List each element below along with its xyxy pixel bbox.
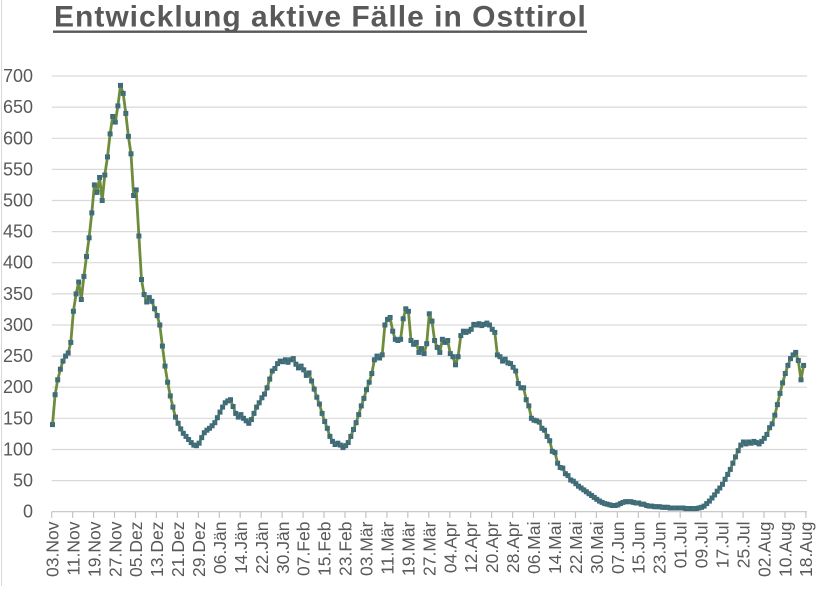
svg-text:350: 350 bbox=[3, 284, 33, 304]
svg-text:15.Feb: 15.Feb bbox=[315, 522, 335, 576]
svg-text:03.Nov: 03.Nov bbox=[43, 521, 63, 577]
svg-text:27.Nov: 27.Nov bbox=[105, 521, 125, 577]
svg-text:100: 100 bbox=[3, 440, 33, 460]
svg-text:28.Apr: 28.Apr bbox=[503, 521, 523, 573]
svg-text:15.Jun: 15.Jun bbox=[629, 522, 649, 575]
svg-text:650: 650 bbox=[3, 97, 33, 117]
svg-text:250: 250 bbox=[3, 346, 33, 366]
svg-text:50: 50 bbox=[13, 471, 33, 491]
svg-text:04.Apr: 04.Apr bbox=[440, 521, 460, 573]
svg-text:02.Aug: 02.Aug bbox=[754, 522, 774, 577]
svg-text:22.Mai: 22.Mai bbox=[566, 522, 586, 575]
svg-text:29.Dez: 29.Dez bbox=[189, 522, 209, 577]
svg-text:14.Jän: 14.Jän bbox=[231, 522, 251, 575]
svg-text:14.Mai: 14.Mai bbox=[545, 522, 565, 575]
svg-text:17.Jul: 17.Jul bbox=[713, 522, 733, 569]
svg-text:300: 300 bbox=[3, 315, 33, 335]
svg-text:30.Mai: 30.Mai bbox=[587, 522, 607, 575]
svg-text:27.Mär: 27.Mär bbox=[419, 521, 439, 576]
svg-text:01.Jul: 01.Jul bbox=[671, 522, 691, 569]
svg-text:06.Jän: 06.Jän bbox=[210, 522, 230, 575]
svg-text:22.Jän: 22.Jän bbox=[252, 522, 272, 575]
svg-text:19.Nov: 19.Nov bbox=[84, 521, 104, 577]
svg-text:12.Apr: 12.Apr bbox=[461, 521, 481, 573]
svg-text:20.Apr: 20.Apr bbox=[482, 521, 502, 573]
svg-text:10.Aug: 10.Aug bbox=[775, 522, 795, 577]
svg-text:23.Feb: 23.Feb bbox=[336, 522, 356, 576]
svg-text:30.Jän: 30.Jän bbox=[273, 522, 293, 575]
svg-text:05.Dez: 05.Dez bbox=[126, 522, 146, 577]
svg-text:07.Feb: 07.Feb bbox=[294, 522, 314, 576]
svg-text:200: 200 bbox=[3, 377, 33, 397]
svg-text:600: 600 bbox=[3, 128, 33, 148]
svg-text:150: 150 bbox=[3, 408, 33, 428]
svg-text:450: 450 bbox=[3, 222, 33, 242]
svg-text:18.Aug: 18.Aug bbox=[796, 522, 816, 577]
svg-text:11.Mär: 11.Mär bbox=[378, 521, 398, 574]
svg-text:11.Nov: 11.Nov bbox=[63, 521, 83, 575]
svg-text:03.Mär: 03.Mär bbox=[357, 521, 377, 576]
svg-text:06.Mai: 06.Mai bbox=[524, 522, 544, 575]
svg-text:13.Dez: 13.Dez bbox=[147, 522, 167, 577]
svg-text:Entwicklung aktive Fälle in Os: Entwicklung aktive Fälle in Osttirol bbox=[54, 1, 587, 34]
svg-text:09.Jul: 09.Jul bbox=[692, 522, 712, 569]
svg-text:500: 500 bbox=[3, 191, 33, 211]
svg-text:21.Dez: 21.Dez bbox=[168, 522, 188, 577]
svg-text:19.Mär: 19.Mär bbox=[398, 521, 418, 576]
svg-text:550: 550 bbox=[3, 159, 33, 179]
svg-text:0: 0 bbox=[23, 502, 33, 522]
svg-text:23.Jun: 23.Jun bbox=[650, 522, 670, 575]
svg-text:07.Jun: 07.Jun bbox=[608, 522, 628, 575]
svg-text:25.Jul: 25.Jul bbox=[733, 522, 753, 569]
svg-text:400: 400 bbox=[3, 253, 33, 273]
svg-text:700: 700 bbox=[3, 66, 33, 86]
